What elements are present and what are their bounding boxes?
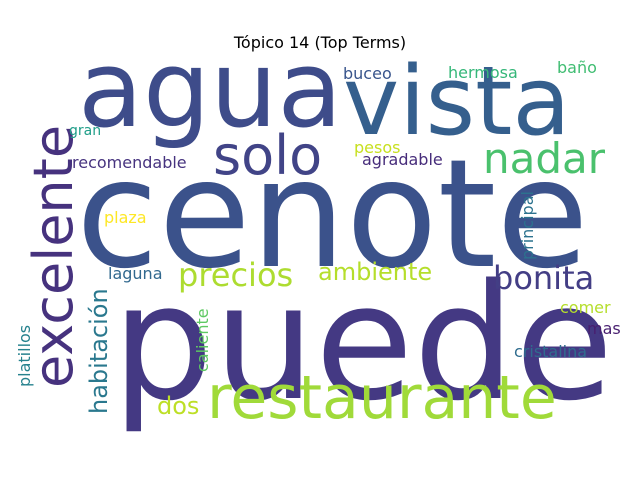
word-precios: precios [178, 256, 293, 294]
word-gran: gran [69, 123, 101, 139]
word-buceo: buceo [343, 64, 392, 83]
word-solo: solo [213, 124, 322, 187]
word-agua: agua [78, 28, 342, 151]
word-excelente: excelente [22, 125, 85, 388]
word-restaurante: restaurante [207, 363, 557, 433]
word-caliente: caliente [193, 308, 212, 372]
word-dos: dos [157, 392, 199, 420]
word-habitación: habitación [85, 288, 113, 414]
word-platillos: platillos [15, 325, 34, 387]
word-nadar: nadar [483, 134, 606, 183]
word-laguna: laguna [108, 264, 163, 283]
word-ambiente: ambiente [318, 258, 432, 286]
word-plaza: plaza [104, 208, 147, 227]
word-cristalina: cristalina [514, 342, 587, 361]
word-mas: mas [587, 319, 621, 338]
word-principal: principal [518, 191, 537, 260]
word-pesos: pesos [354, 138, 400, 157]
word-agradable: agradable [362, 150, 443, 169]
word-bonita: bonita [493, 259, 594, 297]
word-puede: puede [112, 249, 613, 436]
chart-title: Tópico 14 (Top Terms) [233, 33, 407, 52]
word-cenote: cenote [76, 128, 589, 302]
word-comer: comer [560, 298, 611, 317]
word-recomendable: recomendable [72, 153, 187, 172]
word-hermosa: hermosa [448, 63, 518, 82]
word-vista: vista [343, 47, 571, 157]
word-baño: baño [557, 58, 597, 77]
